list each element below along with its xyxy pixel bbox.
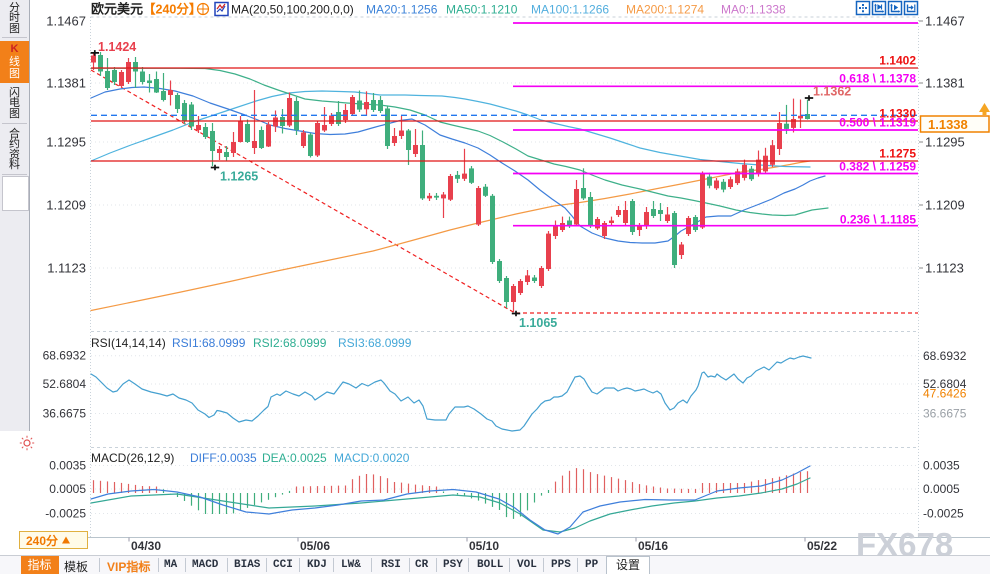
svg-text:1.1381: 1.1381 [46, 76, 86, 91]
svg-text:0.0035: 0.0035 [49, 459, 86, 473]
svg-text:DIFF:0.0035: DIFF:0.0035 [190, 451, 257, 465]
svg-text:MA0:1.1338: MA0:1.1338 [721, 3, 786, 17]
svg-text:1.1065: 1.1065 [519, 316, 557, 330]
svg-text:1.1402: 1.1402 [879, 54, 916, 68]
svg-text:0.618 \ 1.1378: 0.618 \ 1.1378 [839, 72, 916, 86]
svg-text:0.236 \ 1.1185: 0.236 \ 1.1185 [840, 213, 916, 227]
svg-text:68.6932: 68.6932 [923, 349, 967, 363]
svg-text:欧元美元: 欧元美元 [91, 2, 143, 17]
svg-text:05/06: 05/06 [300, 539, 330, 553]
svg-text:05/16: 05/16 [638, 539, 668, 553]
svg-text:0.382 \ 1.1259: 0.382 \ 1.1259 [839, 160, 916, 174]
svg-text:52.6804: 52.6804 [923, 377, 967, 391]
svg-text:68.6932: 68.6932 [43, 349, 87, 363]
svg-text:MACD(26,12,9): MACD(26,12,9) [91, 451, 174, 465]
svg-text:MA200:1.1274: MA200:1.1274 [626, 3, 704, 17]
svg-text:1.1265: 1.1265 [220, 170, 258, 184]
svg-text:0.0005: 0.0005 [923, 482, 960, 496]
svg-text:1.1338: 1.1338 [928, 117, 968, 132]
svg-text:47.6426: 47.6426 [923, 387, 967, 401]
svg-text:MA100:1.1266: MA100:1.1266 [531, 3, 609, 17]
svg-text:1.1381: 1.1381 [925, 76, 965, 91]
svg-text:RSI(14,14,14): RSI(14,14,14) [91, 336, 166, 350]
svg-text:1.1123: 1.1123 [925, 261, 964, 276]
svg-text:DEA:0.0025: DEA:0.0025 [262, 451, 327, 465]
svg-text:MA20:1.1256: MA20:1.1256 [366, 3, 438, 17]
svg-text:RSI1:68.0999: RSI1:68.0999 [172, 336, 246, 350]
svg-text:RSI3:68.0999: RSI3:68.0999 [338, 336, 412, 350]
svg-text:0.0035: 0.0035 [923, 459, 960, 473]
svg-text:1.1209: 1.1209 [46, 198, 86, 213]
svg-text:36.6675: 36.6675 [43, 407, 87, 421]
svg-text:【240分】: 【240分】 [143, 2, 201, 17]
svg-text:0.0005: 0.0005 [49, 482, 86, 496]
svg-text:1.1467: 1.1467 [46, 14, 86, 29]
svg-text:MA50:1.1210: MA50:1.1210 [446, 3, 518, 17]
svg-text:MACD:0.0020: MACD:0.0020 [334, 451, 410, 465]
svg-text:05/22: 05/22 [807, 539, 837, 553]
svg-text:1.1330: 1.1330 [879, 107, 916, 121]
svg-text:1.1295: 1.1295 [925, 135, 965, 150]
svg-text:-0.0025: -0.0025 [923, 507, 964, 521]
svg-text:RSI2:68.0999: RSI2:68.0999 [253, 336, 327, 350]
svg-text:1.1362: 1.1362 [813, 85, 851, 99]
svg-text:MA(20,50,100,200,0,0): MA(20,50,100,200,0,0) [231, 3, 354, 17]
svg-text:240分: 240分 [26, 533, 58, 548]
svg-text:05/10: 05/10 [469, 539, 499, 553]
svg-text:-0.0025: -0.0025 [45, 507, 86, 521]
svg-text:1.1209: 1.1209 [925, 198, 965, 213]
svg-text:36.6675: 36.6675 [923, 407, 967, 421]
svg-text:1.1123: 1.1123 [47, 261, 86, 276]
svg-text:1.1424: 1.1424 [98, 40, 136, 54]
svg-text:0.500 \ 1.1319: 0.500 \ 1.1319 [839, 116, 916, 130]
svg-text:1.1295: 1.1295 [46, 135, 86, 150]
svg-text:1.1275: 1.1275 [879, 147, 916, 161]
svg-text:52.6804: 52.6804 [43, 377, 87, 391]
svg-text:1.1467: 1.1467 [925, 14, 965, 29]
svg-text:04/30: 04/30 [131, 539, 161, 553]
